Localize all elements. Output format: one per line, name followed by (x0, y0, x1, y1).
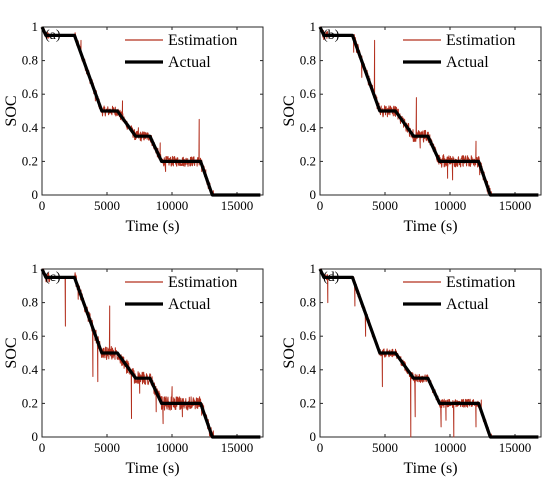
axes-box (41, 26, 264, 196)
y-axis-label: SOC (3, 95, 20, 126)
y-tick-label: 0.8 (300, 295, 316, 310)
estimation-line (319, 26, 539, 196)
legend-label-estimation: Estimation (446, 32, 515, 49)
panel-d: 0 0.2 0.4 0.6 0.8 1 0 5000 10000 15000 Time (s) SOC… (281, 261, 542, 477)
y-tick-label: 0.6 (300, 86, 317, 101)
legend-label-actual: Actual (446, 54, 489, 71)
y-tick-label: 0.8 (22, 295, 38, 310)
y-tick-label: 0.2 (22, 153, 38, 168)
y-tick-label: 0.2 (300, 395, 316, 410)
legend: Estimation Actual (125, 32, 237, 71)
x-tick-label: 0 (317, 198, 324, 213)
y-axis-label: SOC (281, 337, 298, 368)
x-axis-label: Time (s) (403, 218, 457, 235)
estimation-line (319, 268, 539, 438)
y-tick-label: 0 (32, 429, 39, 444)
legend: Estimation Actual (125, 274, 237, 313)
legend-label-actual: Actual (446, 296, 489, 313)
legend-label-actual: Actual (168, 54, 211, 71)
x-tick-label: 0 (317, 440, 324, 455)
legend: Estimation Actual (403, 32, 515, 71)
x-tick-label: 5000 (372, 440, 398, 455)
y-tick-label: 0.2 (300, 153, 316, 168)
x-tick-label: 10000 (434, 440, 467, 455)
y-tick-label: 0.4 (300, 362, 317, 377)
actual-line (318, 26, 539, 197)
actual-line (40, 268, 261, 439)
x-axis-label: Time (s) (125, 218, 179, 235)
y-tick-label: 0.6 (22, 328, 39, 343)
legend: Estimation Actual (403, 274, 515, 313)
panel-label: (a) (45, 28, 61, 43)
x-tick-label: 15000 (499, 198, 532, 213)
legend-label-estimation: Estimation (168, 32, 237, 49)
x-tick-label: 0 (39, 440, 46, 455)
x-axis-label: Time (s) (125, 460, 179, 477)
panel-label: (b) (323, 28, 340, 43)
x-tick-label: 10000 (156, 440, 189, 455)
y-tick-label: 1 (32, 261, 39, 276)
y-tick-label: 0 (32, 187, 39, 202)
estimation-line (41, 268, 261, 438)
legend-label-estimation: Estimation (446, 274, 515, 291)
y-tick-label: 0.4 (300, 120, 317, 135)
y-tick-label: 0 (310, 429, 317, 444)
y-tick-label: 0.4 (22, 362, 39, 377)
x-axis-label: Time (s) (403, 460, 457, 477)
axes-box (41, 268, 264, 438)
panel-label: (d) (323, 270, 340, 285)
y-tick-label: 0 (310, 187, 317, 202)
y-tick-label: 0.6 (22, 86, 39, 101)
x-tick-label: 15000 (221, 440, 254, 455)
y-axis-label: SOC (3, 337, 20, 368)
x-tick-label: 5000 (94, 440, 120, 455)
legend-label-actual: Actual (168, 296, 211, 313)
y-axis-label: SOC (281, 95, 298, 126)
panel-c: 0 0.2 0.4 0.6 0.8 1 0 5000 10000 15000 Time (s) SOC… (3, 261, 264, 477)
y-tick-label: 0.8 (22, 53, 38, 68)
y-tick-label: 1 (310, 19, 317, 34)
estimation-line (41, 26, 261, 196)
panel-b: 0 0.2 0.4 0.6 0.8 1 0 5000 10000 15000 Time (s) SOC… (281, 19, 542, 235)
x-tick-label: 15000 (499, 440, 532, 455)
y-tick-label: 0.8 (300, 53, 316, 68)
x-tick-label: 10000 (156, 198, 189, 213)
x-tick-label: 10000 (434, 198, 467, 213)
axes-box (319, 268, 542, 438)
y-tick-label: 0.4 (22, 120, 39, 135)
y-tick-label: 1 (32, 19, 39, 34)
axes-box (319, 26, 542, 196)
y-tick-label: 0.6 (300, 328, 317, 343)
x-tick-label: 5000 (94, 198, 120, 213)
legend-label-estimation: Estimation (168, 274, 237, 291)
actual-line (318, 268, 539, 439)
y-tick-label: 0.2 (22, 395, 38, 410)
x-tick-label: 0 (39, 198, 46, 213)
panel-label: (c) (45, 270, 61, 285)
y-tick-label: 1 (310, 261, 317, 276)
actual-line (40, 26, 261, 197)
x-tick-label: 5000 (372, 198, 398, 213)
panel-a: 0 0.2 0.4 0.6 0.8 1 0 5000 10000 15000 Time (s) SOC… (3, 19, 264, 235)
x-tick-label: 15000 (221, 198, 254, 213)
